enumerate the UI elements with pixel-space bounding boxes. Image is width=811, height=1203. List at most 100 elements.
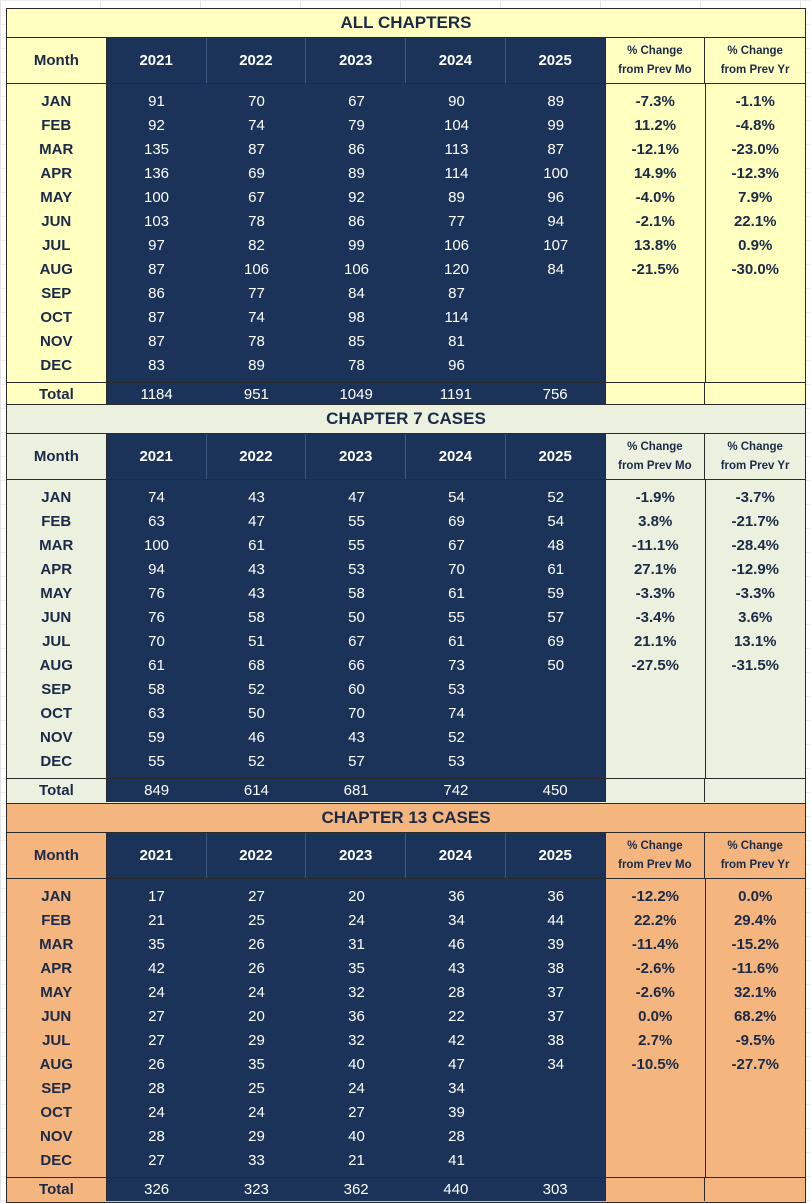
pct-cell: -12.3%	[731, 165, 780, 182]
total-empty	[705, 383, 805, 406]
data-cell: 59	[148, 729, 165, 746]
data-cell: 74	[248, 309, 265, 326]
total-value: 323	[206, 1178, 307, 1201]
data-cell: 63	[148, 705, 165, 722]
total-value: 450	[505, 779, 606, 802]
data-cell: 113	[444, 141, 469, 158]
data-body: JAN FEB MAR APR MAY JUN JUL AUG SEP OCT NOV DEC 74 63…	[7, 480, 805, 778]
total-label: Total	[7, 1178, 107, 1201]
pct-change-prev-mo-column: -12.2% 22.2% -11.4% -2.6% -2.6% 0.0% 2.7% -10.5…	[606, 879, 706, 1177]
data-cell: 70	[148, 633, 165, 650]
year-column-2022: 43 47 61 43 43 58 51 68 52 50 46 52	[207, 486, 307, 774]
year-column-2025: 36 44 39 38 37 37 38 34	[506, 879, 606, 1177]
data-cell: 63	[148, 513, 165, 530]
pct-cell: 14.9%	[633, 165, 677, 182]
data-cell: 86	[348, 213, 365, 230]
data-cell: 84	[547, 261, 565, 278]
data-cell: 44	[547, 912, 565, 929]
data-cell: 87	[547, 141, 565, 158]
pct-change-prev-yr-header: % Change from Prev Yr	[705, 38, 805, 83]
data-cell: 26	[148, 1056, 165, 1073]
data-cell: 55	[448, 609, 465, 626]
data-cell: 69	[448, 513, 465, 530]
data-cell: 100	[543, 165, 569, 182]
month-label: NOV	[39, 729, 73, 746]
pct-cell: 22.2%	[633, 912, 677, 929]
year-columns: 17 21 35 42 24 27 27 26 28 24 28 27 27 25 26 26 24 20 29 35…	[106, 879, 507, 1177]
total-value: 326	[106, 1178, 207, 1201]
total-empty	[705, 779, 805, 802]
pct-cell: 11.2%	[634, 117, 677, 134]
month-label: JUN	[41, 213, 72, 230]
data-cell: 96	[448, 357, 465, 374]
total-value: 681	[306, 779, 406, 802]
pct-cell: 0.0%	[638, 1008, 673, 1025]
data-cell	[507, 1101, 606, 1125]
pct-cell: 22.1%	[733, 213, 777, 230]
header-line: from Prev Mo	[618, 63, 692, 76]
pct-cell	[606, 750, 705, 774]
total-value: 614	[206, 779, 307, 802]
data-cell: 89	[448, 189, 465, 206]
data-cell: 97	[148, 237, 165, 254]
month-column: JAN FEB MAR APR MAY JUN JUL AUG SEP OCT NOV DEC	[7, 879, 107, 1177]
data-cell: 87	[148, 261, 165, 278]
month-label: JAN	[41, 93, 72, 110]
pct-change-prev-mo-header: % Change from Prev Mo	[606, 38, 706, 83]
data-cell	[507, 726, 606, 750]
pct-cell: -11.4%	[631, 936, 679, 953]
data-cell: 69	[248, 165, 265, 182]
pct-cell: -2.6%	[635, 960, 675, 977]
month-column: JAN FEB MAR APR MAY JUN JUL AUG SEP OCT NOV DEC	[7, 480, 107, 778]
month-label: MAY	[40, 585, 73, 602]
pct-cell: -10.5%	[631, 1056, 680, 1073]
total-value: 1191	[406, 383, 506, 406]
pct-change-prev-yr-header: % Change from Prev Yr	[705, 434, 805, 479]
pct-cell: -2.6%	[635, 984, 675, 1001]
data-cell: 39	[448, 1104, 465, 1121]
pct-cell: -11.6%	[731, 960, 779, 977]
month-label: JUL	[42, 237, 71, 254]
data-body: JAN FEB MAR APR MAY JUN JUL AUG SEP OCT NOV DEC 17 21…	[7, 879, 805, 1177]
data-cell: 43	[248, 489, 265, 506]
data-cell: 106	[443, 237, 470, 254]
year-header: 2021	[106, 833, 207, 878]
pct-cell: -23.0%	[731, 141, 780, 158]
month-label: FEB	[41, 912, 72, 929]
data-cell: 58	[148, 681, 165, 698]
month-label: APR	[40, 960, 73, 977]
month-label: DEC	[40, 1152, 73, 1169]
data-cell: 37	[547, 1008, 565, 1025]
pct-cell: 3.8%	[638, 513, 673, 530]
year-columns: 74 63 100 94 76 76 70 61 58 63 59 55 43 47 61 43 43 58 51 6…	[106, 480, 507, 778]
data-cell: 25	[248, 1080, 265, 1097]
data-cell: 46	[248, 729, 265, 746]
data-cell: 81	[448, 333, 465, 350]
month-label: JAN	[41, 888, 72, 905]
section-title: CHAPTER 7 CASES	[7, 405, 805, 434]
year-header: 2023	[306, 38, 406, 83]
data-cell: 24	[348, 1080, 365, 1097]
month-label: AUG	[39, 657, 73, 674]
data-cell: 24	[248, 1104, 265, 1121]
pct-cell: 21.1%	[633, 633, 677, 650]
data-cell: 21	[148, 912, 165, 929]
data-cell: 85	[348, 333, 365, 350]
data-cell: 28	[448, 1128, 465, 1145]
data-cell: 33	[248, 1152, 265, 1169]
data-cell: 43	[448, 960, 465, 977]
section-chapter-7: CHAPTER 7 CASES Month 2021 2022 2023 2024 2025…	[6, 404, 806, 804]
data-cell: 103	[143, 213, 170, 230]
pct-cell	[706, 282, 806, 306]
pct-cell: -3.3%	[735, 585, 775, 602]
total-label: Total	[7, 383, 107, 406]
data-cell: 61	[148, 657, 165, 674]
data-cell: 61	[448, 633, 465, 650]
month-label: JAN	[41, 489, 72, 506]
pct-cell: 2.7%	[638, 1032, 673, 1049]
data-cell: 74	[248, 117, 265, 134]
pct-cell: 0.0%	[738, 888, 773, 905]
data-cell: 28	[148, 1080, 165, 1097]
year-header: 2025	[505, 38, 606, 83]
month-label: APR	[40, 165, 73, 182]
